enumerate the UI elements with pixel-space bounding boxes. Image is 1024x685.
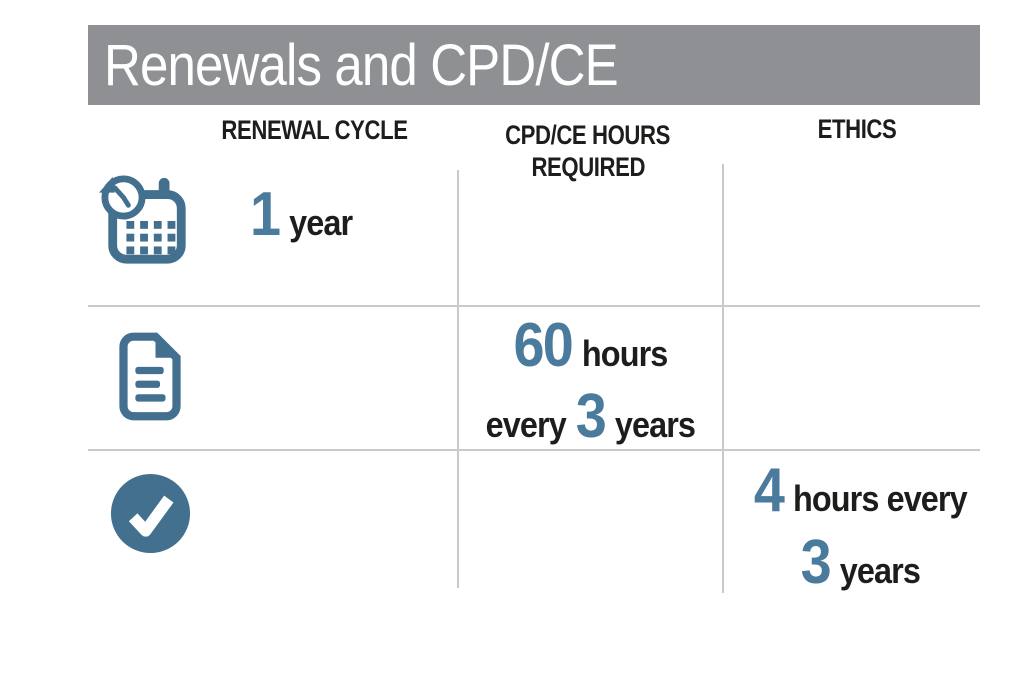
column-header-ethics: ETHICS [817,114,897,144]
ethics-unit: hours every [792,478,968,519]
renewal-number: 1 [250,180,281,249]
ethics-value: 4 hours every 3 years [720,460,1000,607]
ethics-line2: 3 years [800,532,920,607]
title-bar: Renewals and CPD/CE [88,25,980,105]
page-title: Renewals and CPD/CE [104,32,619,98]
cpd-interval-unit: years [614,404,696,445]
cpd-number: 60 [513,311,573,380]
column-divider-1 [457,170,459,588]
cpd-interval-number: 3 [575,382,606,451]
renewal-unit: year [289,202,353,243]
cpd-hours-line2: every 3 years [485,386,696,460]
ethics-line1: 4 hours every [754,460,968,535]
cpd-hours-value: 60 hours every 3 years [440,315,740,460]
column-divider-2 [722,164,724,593]
column-header-renewal-cycle: RENEWAL CYCLE [221,115,409,145]
checkmark-icon [110,473,191,554]
cpd-unit: hours [581,333,667,374]
cpd-hours-line1: 60 hours [513,315,668,389]
renewal-cycle-value: 1 year [250,184,364,246]
document-icon [118,331,182,421]
row-divider-1 [88,305,980,307]
ethics-number: 4 [753,456,785,525]
column-header-cpd-hours: CPD/CE HOURS REQUIRED [505,120,671,182]
ethics-interval-unit: years [839,550,920,591]
cpd-prefix: every [485,404,566,445]
ethics-interval-number: 3 [800,528,831,597]
calendar-clock-icon [97,173,195,267]
row-divider-2 [88,449,980,451]
